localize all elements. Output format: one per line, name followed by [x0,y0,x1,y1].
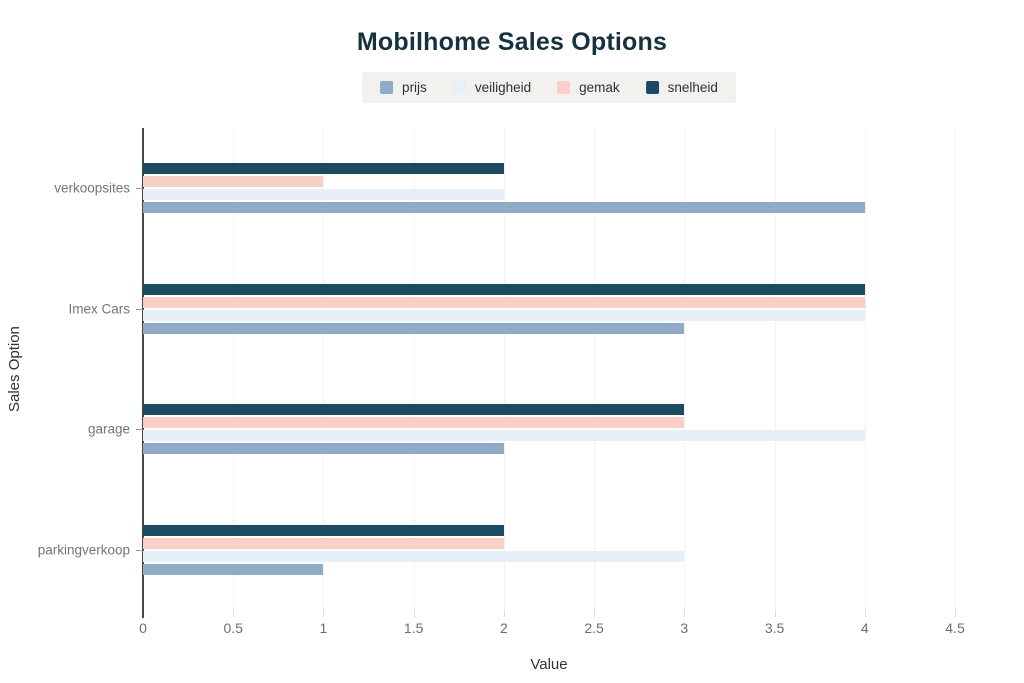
x-tick-mark [233,610,235,617]
x-tick-mark [774,610,776,617]
x-tick-label: 4 [860,620,869,636]
bar-prijs [143,202,865,214]
x-tick-label: 3 [680,620,689,636]
grid-line [955,128,956,610]
y-tick-mark [136,549,143,551]
legend-item-prijs[interactable]: prijs [380,80,427,95]
x-tick-label: 3.5 [764,620,785,636]
grid-line [594,128,596,610]
y-tick-mark [136,188,143,190]
x-tick-label: 1.5 [403,620,424,636]
legend-label: prijs [402,80,427,95]
legend-item-gemak[interactable]: gemak [557,80,620,95]
y-tick-mark [136,308,143,310]
legend-swatch-icon [557,81,571,94]
legend-swatch-icon [452,81,466,94]
x-tick-label: 0.5 [223,620,243,636]
category-label: Imex Cars [68,301,130,317]
bar-snelheid [143,283,865,295]
category-band-imex-cars: Imex Cars [68,249,955,370]
bar-gemak [143,537,504,549]
y-axis-line [142,128,144,618]
bar-group [143,163,955,214]
legend-swatch-icon [645,81,659,94]
bar-veiligheid [143,309,865,321]
legend-label: gemak [579,80,620,95]
x-tick-label: 2.5 [584,620,604,636]
x-tick-mark [955,610,956,617]
bar-group [143,283,955,334]
grid-line [323,128,325,610]
x-tick-label: 4.5 [945,620,965,636]
category-label: garage [87,421,130,437]
x-tick-label: 0 [139,620,147,636]
x-tick-mark [864,610,866,617]
category-band-verkoopsites: verkoopsites [54,128,955,249]
bar-veiligheid [143,550,685,562]
grid-line [774,128,776,610]
grid-line [233,128,235,610]
bar-gemak [143,296,865,308]
y-axis-title: Sales Option [6,326,23,412]
legend-item-veiligheid[interactable]: veiligheid [452,80,532,95]
bar-group [143,524,955,575]
bar-prijs [143,443,504,455]
bar-gemak [143,176,324,188]
category-band-garage: garage [88,369,955,490]
legend-swatch-icon [380,81,394,94]
grid-line [503,128,505,610]
bar-snelheid [143,524,504,536]
grid-line [864,128,866,610]
plot-area: verkoopsites Imex Cars garage parkingverkoo… [38,128,956,618]
legend-item-snelheid[interactable]: snelheid [645,80,718,95]
legend-label: veiligheid [474,80,532,95]
x-axis-title: Value [530,656,568,673]
x-tick-label: 1 [319,620,328,636]
bar-veiligheid [143,189,504,201]
x-tick-mark [413,610,415,617]
bar-prijs [143,322,685,334]
bar-prijs [143,563,324,575]
x-tick-mark [503,610,505,617]
bar-gemak [143,417,685,429]
x-tick-mark [684,610,686,617]
bar-snelheid [143,163,504,175]
legend-label: snelheid [667,80,718,95]
y-tick-mark [136,429,143,431]
legend: prijs veiligheid gemak snelheid [362,72,736,103]
bar-veiligheid [143,430,865,442]
bar-group [143,404,955,455]
grid-line [413,128,415,610]
x-tick-mark [594,610,596,617]
x-tick-label: 2 [499,620,508,636]
x-tick-mark [323,610,325,617]
bar-snelheid [143,404,685,416]
category-label: parkingverkoop [37,542,130,558]
category-label: verkoopsites [54,180,130,196]
category-band-parkingverkoop: parkingverkoop [38,490,955,611]
chart-title: Mobilhome Sales Options [356,28,668,56]
grid-line [684,128,686,610]
